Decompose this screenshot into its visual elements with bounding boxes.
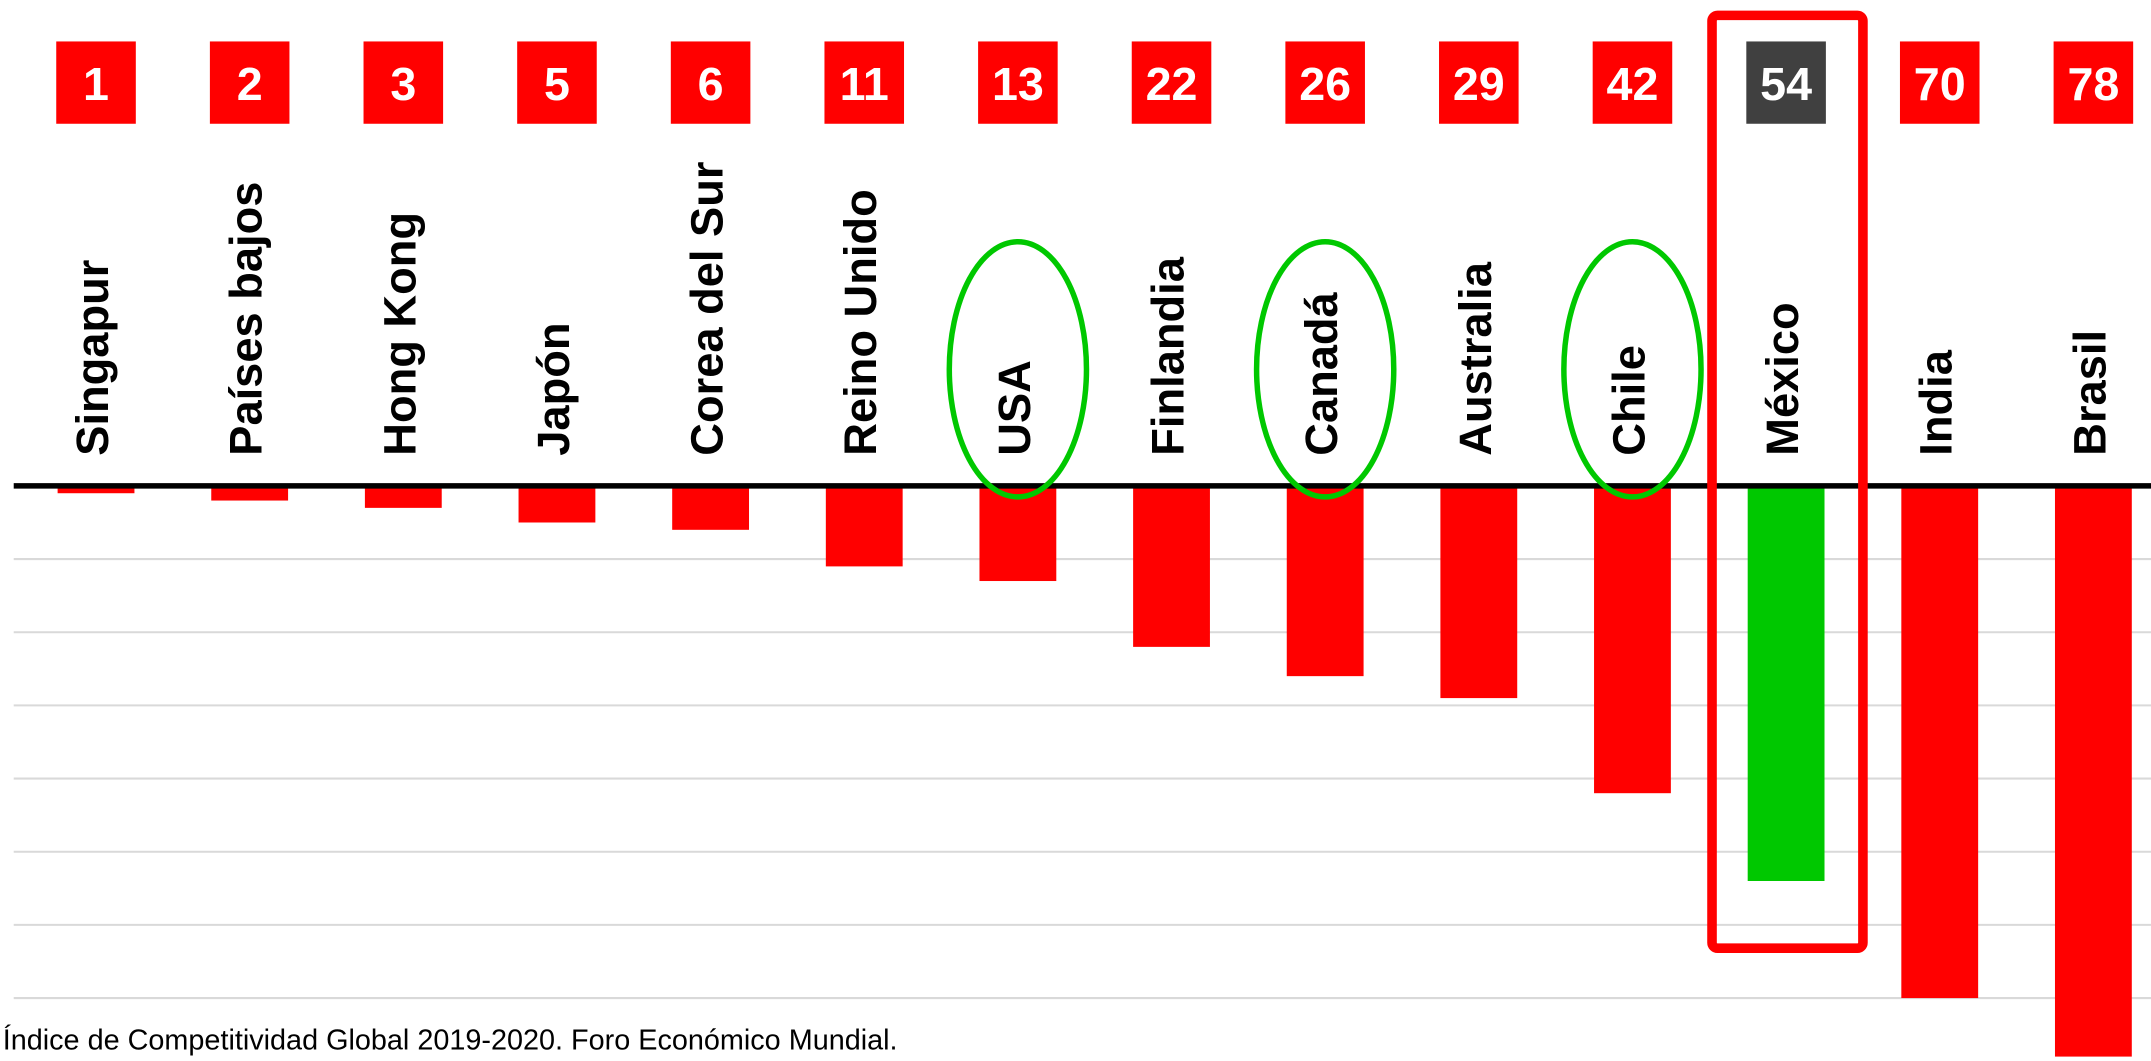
rank-label: 22 xyxy=(1146,58,1198,110)
bar xyxy=(2054,485,2132,1057)
bar xyxy=(1747,485,1825,881)
rank-box xyxy=(363,41,444,124)
bar xyxy=(979,485,1057,582)
rank-box xyxy=(1746,41,1826,124)
bar xyxy=(825,485,903,567)
highlight-circle xyxy=(1253,238,1397,500)
category-label: India xyxy=(1911,349,1962,455)
rank-label: 11 xyxy=(840,58,889,110)
rank-box xyxy=(56,41,136,124)
category-label: Países bajos xyxy=(221,182,272,456)
bar xyxy=(1133,485,1210,647)
highlight-circle xyxy=(946,238,1090,500)
rank-box xyxy=(1131,41,1212,124)
category-label: Australia xyxy=(1450,261,1501,455)
category-label: Finlandia xyxy=(1142,256,1193,455)
bar xyxy=(672,485,750,530)
rank-label: 26 xyxy=(1299,58,1351,110)
category-label: Corea del Sur xyxy=(682,162,733,456)
bar xyxy=(1901,485,1979,999)
rank-label: 2 xyxy=(237,58,263,110)
category-label: Canadá xyxy=(1296,291,1347,455)
rank-box xyxy=(1439,41,1519,124)
rank-box xyxy=(1285,41,1365,124)
bar xyxy=(518,485,596,523)
rank-box xyxy=(2053,41,2134,124)
rank-label: 54 xyxy=(1760,58,1812,110)
bar xyxy=(57,485,135,494)
rank-label: 5 xyxy=(544,58,570,110)
bar xyxy=(211,485,289,501)
category-label: Singapur xyxy=(67,260,118,456)
rank-box xyxy=(670,41,751,124)
rank-box xyxy=(1592,41,1673,124)
category-label: México xyxy=(1757,302,1808,455)
rank-box xyxy=(1899,41,1980,124)
category-label: USA xyxy=(989,360,1040,456)
rank-box xyxy=(517,41,597,124)
rank-label: 70 xyxy=(1914,58,1966,110)
highlight-circle xyxy=(1561,238,1704,500)
highlight-box xyxy=(1707,10,1868,954)
caption: Índice de Competitividad Global 2019-202… xyxy=(3,1024,898,1057)
rank-label: 6 xyxy=(698,58,724,110)
rank-label: 13 xyxy=(992,58,1044,110)
rank-label: 3 xyxy=(390,58,416,110)
category-label: Japón xyxy=(528,322,579,455)
bar xyxy=(364,485,442,508)
rank-label: 1 xyxy=(83,58,109,110)
bar xyxy=(1594,485,1671,794)
rank-box xyxy=(978,41,1058,124)
category-label: Chile xyxy=(1603,345,1654,456)
rank-label: 78 xyxy=(2067,58,2119,110)
rank-box xyxy=(824,41,905,124)
rank-label: 42 xyxy=(1607,58,1659,110)
category-label: Reino Unido xyxy=(835,189,886,455)
category-label: Hong Kong xyxy=(374,212,425,456)
rank-label: 29 xyxy=(1453,58,1505,110)
bar xyxy=(1440,485,1518,699)
bar xyxy=(1286,485,1364,677)
category-label: Brasil xyxy=(2064,330,2115,456)
rank-box xyxy=(209,41,290,124)
